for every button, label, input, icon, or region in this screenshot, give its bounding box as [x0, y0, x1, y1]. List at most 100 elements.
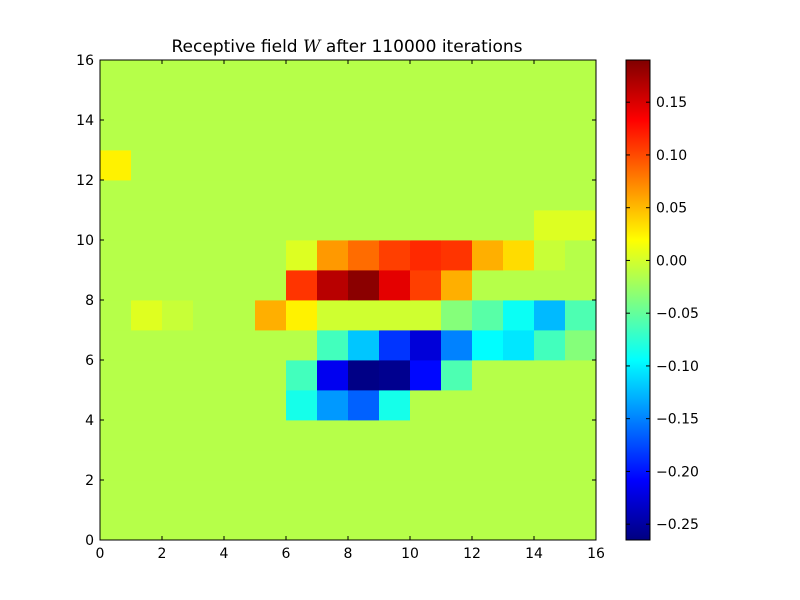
heatmap-cell — [472, 450, 504, 481]
heatmap-cell — [131, 240, 163, 271]
heatmap-cell — [317, 60, 349, 91]
heatmap-cell — [193, 210, 225, 241]
heatmap-cell — [472, 90, 504, 121]
heatmap-cell — [255, 480, 287, 511]
heatmap-cell — [131, 90, 163, 121]
heatmap-cell — [441, 180, 473, 211]
heatmap-cell — [193, 390, 225, 421]
heatmap-cell — [286, 420, 318, 451]
heatmap-cell — [348, 330, 380, 361]
heatmap-cell — [348, 60, 380, 91]
heatmap-cell — [255, 330, 287, 361]
y-tick-label: 12 — [76, 173, 94, 189]
heatmap-cell — [534, 420, 566, 451]
heatmap-cell — [410, 420, 442, 451]
heatmap-cell — [131, 480, 163, 511]
x-tick-label: 4 — [220, 546, 229, 562]
heatmap-cell — [255, 120, 287, 151]
heatmap-cell — [162, 180, 194, 211]
heatmap-cell — [131, 420, 163, 451]
heatmap-cell — [410, 270, 442, 301]
heatmap-cell — [131, 120, 163, 151]
heatmap-cell — [441, 300, 473, 331]
heatmap-cell — [162, 420, 194, 451]
heatmap-cell — [565, 480, 597, 511]
heatmap-cell — [224, 60, 256, 91]
heatmap-cell — [441, 150, 473, 181]
heatmap-cell — [379, 270, 411, 301]
heatmap-cell — [100, 240, 132, 271]
heatmap-cell — [348, 90, 380, 121]
heatmap-cell — [286, 510, 318, 541]
heatmap-cell — [286, 60, 318, 91]
heatmap-cell — [131, 360, 163, 391]
heatmap-cell — [224, 510, 256, 541]
x-tick-label: 12 — [463, 546, 481, 562]
heatmap-cell — [224, 240, 256, 271]
heatmap-cell — [472, 210, 504, 241]
heatmap-cell — [348, 150, 380, 181]
heatmap-cell — [348, 210, 380, 241]
heatmap-cell — [193, 180, 225, 211]
heatmap-cell — [131, 210, 163, 241]
heatmap-cell — [224, 480, 256, 511]
colorbar-tick-label: −0.05 — [656, 306, 699, 322]
heatmap-cell — [565, 390, 597, 421]
heatmap-cell — [162, 270, 194, 301]
heatmap-cell — [410, 300, 442, 331]
heatmap-cell — [472, 270, 504, 301]
heatmap-cell — [286, 150, 318, 181]
heatmap-cell — [255, 60, 287, 91]
heatmap-cell — [162, 60, 194, 91]
heatmap-cell — [100, 300, 132, 331]
heatmap-cell — [379, 510, 411, 541]
heatmap-cell — [100, 420, 132, 451]
heatmap-cell — [317, 150, 349, 181]
heatmap-cell — [441, 390, 473, 421]
y-tick-label: 16 — [76, 53, 94, 69]
heatmap-cell — [348, 450, 380, 481]
heatmap-cell — [441, 480, 473, 511]
heatmap-cell — [224, 270, 256, 301]
heatmap-cell — [100, 150, 132, 181]
heatmap-cell — [317, 480, 349, 511]
heatmap-cell — [193, 270, 225, 301]
heatmap-cell — [162, 510, 194, 541]
heatmap-cell — [565, 180, 597, 211]
heatmap-cell — [131, 390, 163, 421]
heatmap-cell — [224, 120, 256, 151]
heatmap-cell — [255, 210, 287, 241]
heatmap-cell — [224, 330, 256, 361]
heatmap-cell — [410, 330, 442, 361]
heatmap-cell — [565, 120, 597, 151]
chart-title-prefix: Receptive field — [172, 37, 304, 57]
y-tick-label: 6 — [85, 353, 94, 369]
heatmap-cell — [565, 270, 597, 301]
heatmap-cell — [100, 210, 132, 241]
heatmap-cell — [503, 90, 535, 121]
heatmap-cell — [286, 330, 318, 361]
heatmap-cell — [565, 150, 597, 181]
heatmap-cell — [100, 450, 132, 481]
heatmap-cell — [534, 270, 566, 301]
heatmap-cell — [441, 90, 473, 121]
heatmap-cell — [534, 450, 566, 481]
heatmap-cell — [286, 360, 318, 391]
heatmap-cell — [348, 420, 380, 451]
heatmap-cell — [162, 330, 194, 361]
heatmap-cell — [503, 480, 535, 511]
heatmap-cell — [534, 180, 566, 211]
heatmap-cell — [348, 480, 380, 511]
heatmap-cell — [379, 390, 411, 421]
heatmap-cell — [131, 270, 163, 301]
heatmap-cell — [472, 120, 504, 151]
heatmap-cell — [193, 480, 225, 511]
y-tick-label: 2 — [85, 473, 94, 489]
heatmap-cell — [565, 510, 597, 541]
x-tick-label: 14 — [525, 546, 543, 562]
heatmap-cell — [503, 270, 535, 301]
colorbar-axis: 0.15 0.10 0.05 0.00 −0.05 −0.10 −0.15 −0.20 −0.2… — [626, 95, 699, 533]
heatmap-cell — [503, 300, 535, 331]
heatmap-cell — [224, 450, 256, 481]
x-tick-label: 6 — [282, 546, 291, 562]
